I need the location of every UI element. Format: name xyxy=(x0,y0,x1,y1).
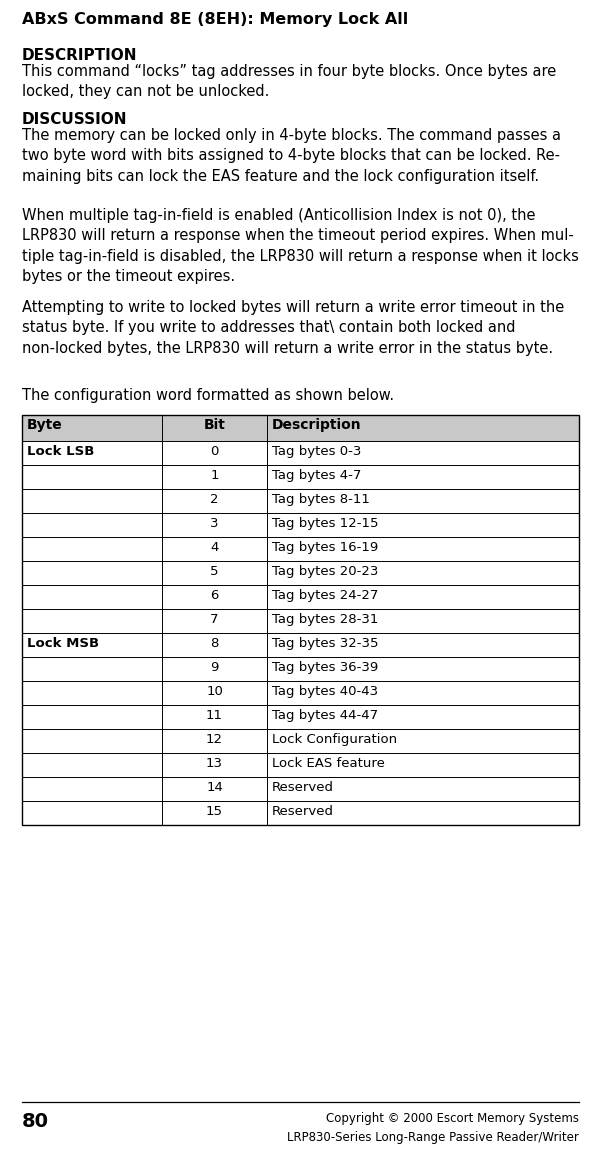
Text: Lock MSB: Lock MSB xyxy=(27,637,99,650)
Text: The configuration word formatted as shown below.: The configuration word formatted as show… xyxy=(22,388,394,403)
Text: Reserved: Reserved xyxy=(272,805,334,818)
Text: Tag bytes 40-43: Tag bytes 40-43 xyxy=(272,686,378,698)
Text: Tag bytes 36-39: Tag bytes 36-39 xyxy=(272,661,378,674)
Text: Tag bytes 32-35: Tag bytes 32-35 xyxy=(272,637,379,650)
Text: Tag bytes 28-31: Tag bytes 28-31 xyxy=(272,614,379,626)
Text: 3: 3 xyxy=(210,517,219,530)
Text: When multiple tag-in-field is enabled (Anticollision Index is not 0), the
LRP830: When multiple tag-in-field is enabled (A… xyxy=(22,208,579,285)
Bar xyxy=(22,753,579,777)
Text: 14: 14 xyxy=(206,781,223,794)
Text: Byte: Byte xyxy=(27,418,63,432)
Text: 5: 5 xyxy=(210,565,219,578)
Bar xyxy=(22,415,579,442)
Text: Reserved: Reserved xyxy=(272,781,334,794)
Bar xyxy=(22,415,579,825)
Bar xyxy=(22,512,579,537)
Text: Copyright © 2000 Escort Memory Systems
LRP830-Series Long-Range Passive Reader/W: Copyright © 2000 Escort Memory Systems L… xyxy=(287,1112,579,1145)
Bar xyxy=(22,442,579,465)
Text: 8: 8 xyxy=(210,637,219,650)
Text: This command “locks” tag addresses in four byte blocks. Once bytes are
locked, t: This command “locks” tag addresses in fo… xyxy=(22,64,557,100)
Bar xyxy=(22,489,579,512)
Text: 0: 0 xyxy=(210,445,219,458)
Bar xyxy=(22,537,579,561)
Text: Tag bytes 8-11: Tag bytes 8-11 xyxy=(272,493,370,505)
Text: Attempting to write to locked bytes will return a write error timeout in the
sta: Attempting to write to locked bytes will… xyxy=(22,300,564,356)
Text: Tag bytes 12-15: Tag bytes 12-15 xyxy=(272,517,379,530)
Text: Lock LSB: Lock LSB xyxy=(27,445,94,458)
Text: 12: 12 xyxy=(206,733,223,746)
Text: 15: 15 xyxy=(206,805,223,818)
Text: 80: 80 xyxy=(22,1112,49,1131)
Bar xyxy=(22,584,579,609)
Text: The memory can be locked only in 4-byte blocks. The command passes a
two byte wo: The memory can be locked only in 4-byte … xyxy=(22,128,561,184)
Bar xyxy=(22,609,579,633)
Text: Tag bytes 0-3: Tag bytes 0-3 xyxy=(272,445,361,458)
Text: 11: 11 xyxy=(206,709,223,722)
Text: 13: 13 xyxy=(206,756,223,770)
Bar xyxy=(22,777,579,801)
Text: Lock EAS feature: Lock EAS feature xyxy=(272,756,385,770)
Text: 7: 7 xyxy=(210,614,219,626)
Bar xyxy=(22,465,579,489)
Text: 10: 10 xyxy=(206,686,223,698)
Bar xyxy=(22,657,579,681)
Text: DISCUSSION: DISCUSSION xyxy=(22,112,127,127)
Text: Description: Description xyxy=(272,418,362,432)
Text: Tag bytes 24-27: Tag bytes 24-27 xyxy=(272,589,379,602)
Text: Lock Configuration: Lock Configuration xyxy=(272,733,397,746)
Text: ABxS Command 8E (8EH): Memory Lock All: ABxS Command 8E (8EH): Memory Lock All xyxy=(22,12,408,27)
Bar xyxy=(22,681,579,705)
Text: 9: 9 xyxy=(210,661,219,674)
Bar xyxy=(22,561,579,584)
Bar xyxy=(22,729,579,753)
Bar xyxy=(22,633,579,657)
Text: DESCRIPTION: DESCRIPTION xyxy=(22,48,138,63)
Text: 1: 1 xyxy=(210,469,219,482)
Bar xyxy=(22,705,579,729)
Text: Bit: Bit xyxy=(204,418,225,432)
Text: Tag bytes 16-19: Tag bytes 16-19 xyxy=(272,541,378,554)
Bar xyxy=(22,801,579,825)
Text: 6: 6 xyxy=(210,589,219,602)
Text: Tag bytes 44-47: Tag bytes 44-47 xyxy=(272,709,378,722)
Text: 2: 2 xyxy=(210,493,219,505)
Text: 4: 4 xyxy=(210,541,219,554)
Text: Tag bytes 4-7: Tag bytes 4-7 xyxy=(272,469,361,482)
Text: Tag bytes 20-23: Tag bytes 20-23 xyxy=(272,565,379,578)
